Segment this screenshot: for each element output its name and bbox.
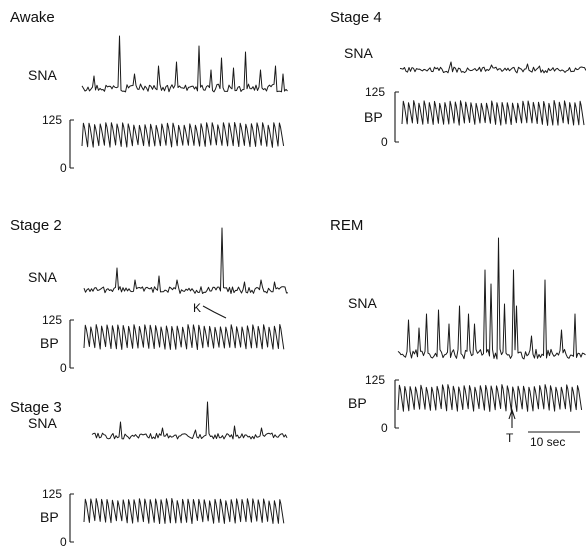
sna-label: SNA	[348, 295, 377, 311]
bp-axis	[69, 319, 74, 369]
panel-stage3: Stage 3 SNA 125 0 BP	[10, 399, 288, 548]
k-complex-arrow	[202, 305, 227, 319]
bp-tick-0: 0	[60, 361, 67, 375]
bp-tick-0: 0	[60, 535, 67, 548]
panel-title: REM	[330, 217, 363, 234]
bp-label: BP	[348, 395, 367, 411]
k-complex-label: K	[193, 301, 201, 315]
sna-trace	[399, 61, 586, 74]
sna-label: SNA	[344, 45, 373, 61]
marker-label: T	[506, 431, 514, 445]
bp-label: BP	[40, 335, 59, 351]
sna-trace	[397, 237, 586, 360]
sna-trace	[91, 401, 288, 440]
sna-trace	[83, 227, 289, 294]
bp-tick-125: 125	[42, 113, 62, 127]
panel-title: Awake	[10, 9, 55, 26]
panel-title: Stage 4	[330, 9, 382, 26]
bp-tick-125: 125	[365, 373, 385, 387]
bp-trace	[401, 100, 585, 126]
bp-axis	[394, 379, 399, 429]
panel-title: Stage 3	[10, 399, 62, 416]
bp-tick-125: 125	[365, 85, 385, 99]
panel-stage2: Stage 2 SNA K 125 0 BP	[10, 217, 289, 375]
bp-tick-0: 0	[60, 161, 67, 175]
bp-tick-125: 125	[42, 487, 62, 501]
bp-trace	[397, 384, 583, 412]
bp-axis	[69, 119, 74, 169]
sna-trace	[81, 35, 288, 93]
bp-axis	[69, 493, 74, 543]
bp-label: BP	[364, 109, 383, 125]
scale-bar-label: 10 sec	[530, 435, 565, 449]
bp-tick-0: 0	[381, 421, 388, 435]
bp-trace	[81, 122, 285, 148]
bp-axis	[394, 91, 399, 143]
panel-awake: Awake SNA 125 0	[10, 9, 288, 175]
sna-label: SNA	[28, 415, 57, 431]
panel-rem: REM SNA 125 0 BP T 10 sec	[330, 217, 586, 449]
sna-label: SNA	[28, 67, 57, 83]
bp-tick-0: 0	[381, 135, 388, 149]
bp-trace	[83, 498, 285, 524]
marker-arrow	[508, 408, 516, 428]
panel-stage4: Stage 4 SNA 125 0 BP	[330, 9, 586, 149]
sna-label: SNA	[28, 269, 57, 285]
bp-label: BP	[40, 509, 59, 525]
bp-trace	[83, 324, 285, 350]
bp-tick-125: 125	[42, 313, 62, 327]
panel-title: Stage 2	[10, 217, 62, 234]
